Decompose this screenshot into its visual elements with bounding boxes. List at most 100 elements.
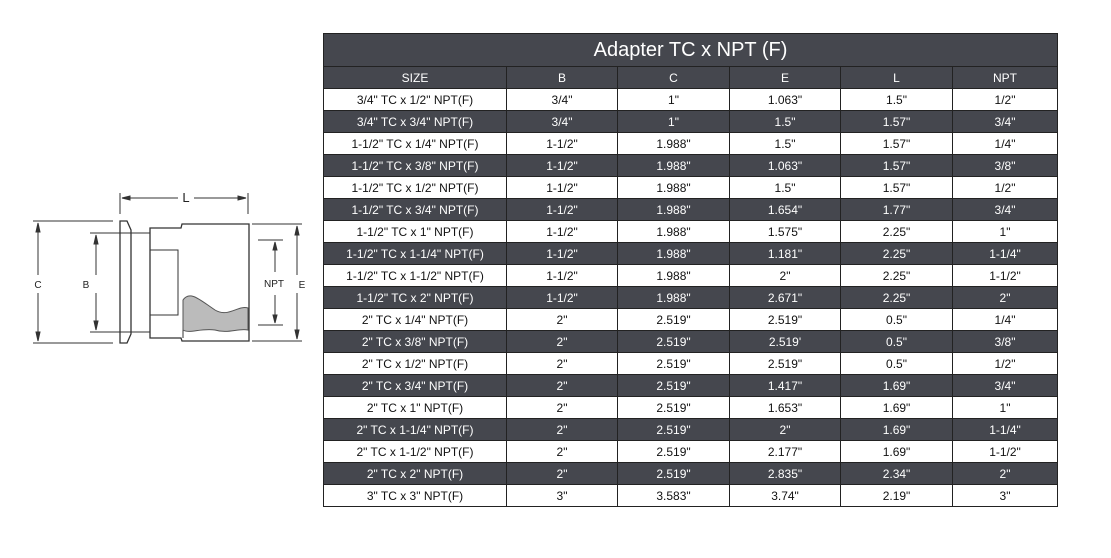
cell-npt: 1-1/2"	[952, 440, 1058, 463]
table-row: 1-1/2" TC x 1/4" NPT(F) 1-1/2" 1.988" 1.5" 1…	[323, 132, 1058, 155]
cell-npt: 3/4"	[952, 110, 1058, 133]
cell-npt: 1"	[952, 220, 1058, 243]
cell-e: 1.5"	[729, 110, 841, 133]
cell-c: 2.519"	[617, 462, 730, 485]
table-row: 2" TC x 1" NPT(F) 2" 2.519" 1.653" 1.69" 1"	[323, 396, 1058, 419]
cell-l: 2.25"	[840, 242, 953, 265]
cell-c: 2.519"	[617, 396, 730, 419]
cell-c: 1.988"	[617, 220, 730, 243]
cell-c: 3.583"	[617, 484, 730, 507]
cell-e: 2"	[729, 264, 841, 287]
cell-e: 3.74"	[729, 484, 841, 507]
cell-size: 2" TC x 2" NPT(F)	[323, 462, 507, 485]
cell-npt: 1/2"	[952, 352, 1058, 375]
cell-npt: 2"	[952, 462, 1058, 485]
column-header-npt: NPT	[952, 66, 1058, 89]
cell-l: 1.57"	[840, 154, 953, 177]
cell-npt: 3/4"	[952, 198, 1058, 221]
table-body: 3/4" TC x 1/2" NPT(F) 3/4" 1" 1.063" 1.5" 1/2…	[323, 88, 1058, 507]
cell-b: 1-1/2"	[506, 154, 618, 177]
cell-l: 2.25"	[840, 264, 953, 287]
cell-b: 2"	[506, 374, 618, 397]
table-row: 2" TC x 1-1/2" NPT(F) 2" 2.519" 2.177" 1.69"…	[323, 440, 1058, 463]
cell-c: 1"	[617, 110, 730, 133]
cell-npt: 1"	[952, 396, 1058, 419]
cell-size: 3/4" TC x 3/4" NPT(F)	[323, 110, 507, 133]
cell-l: 1.77"	[840, 198, 953, 221]
cell-c: 1.988"	[617, 198, 730, 221]
cell-e: 2.519"	[729, 352, 841, 375]
cell-size: 2" TC x 1/2" NPT(F)	[323, 352, 507, 375]
cell-l: 2.34"	[840, 462, 953, 485]
column-header-e: E	[729, 66, 841, 89]
cell-npt: 1/2"	[952, 176, 1058, 199]
cell-l: 1.5"	[840, 88, 953, 111]
cell-b: 2"	[506, 418, 618, 441]
adapter-spec-table: Adapter TC x NPT (F) SIZE B C E L NPT 3/4" TC…	[323, 33, 1058, 507]
cell-npt: 1-1/4"	[952, 242, 1058, 265]
cell-e: 1.653"	[729, 396, 841, 419]
cell-c: 2.519"	[617, 374, 730, 397]
cell-e: 2.835"	[729, 462, 841, 485]
cell-c: 2.519"	[617, 418, 730, 441]
cell-size: 3" TC x 3" NPT(F)	[323, 484, 507, 507]
cell-l: 0.5"	[840, 330, 953, 353]
column-header-size: SIZE	[323, 66, 507, 89]
cell-l: 1.69"	[840, 418, 953, 441]
cell-size: 2" TC x 1-1/4" NPT(F)	[323, 418, 507, 441]
cell-e: 2.519"	[729, 308, 841, 331]
table-row: 2" TC x 1-1/4" NPT(F) 2" 2.519" 2" 1.69" 1-1/…	[323, 418, 1058, 441]
cell-size: 2" TC x 1-1/2" NPT(F)	[323, 440, 507, 463]
cell-l: 2.25"	[840, 220, 953, 243]
cell-b: 3/4"	[506, 110, 618, 133]
label-npt: NPT	[264, 279, 284, 290]
cell-e: 1.5"	[729, 176, 841, 199]
cell-c: 1.988"	[617, 154, 730, 177]
cell-c: 1.988"	[617, 176, 730, 199]
column-header-l: L	[840, 66, 953, 89]
table-row: 1-1/2" TC x 1/2" NPT(F) 1-1/2" 1.988" 1.5" 1…	[323, 176, 1058, 199]
label-b: B	[83, 280, 90, 291]
table-row: 2" TC x 3/4" NPT(F) 2" 2.519" 1.417" 1.69" 3/…	[323, 374, 1058, 397]
cell-l: 0.5"	[840, 308, 953, 331]
cell-c: 1.988"	[617, 132, 730, 155]
cell-size: 2" TC x 1/4" NPT(F)	[323, 308, 507, 331]
cell-c: 1.988"	[617, 264, 730, 287]
cell-npt: 1/4"	[952, 132, 1058, 155]
table-row: 1-1/2" TC x 3/8" NPT(F) 1-1/2" 1.988" 1.063…	[323, 154, 1058, 177]
cell-b: 2"	[506, 440, 618, 463]
cell-e: 2"	[729, 418, 841, 441]
cell-e: 2.519'	[729, 330, 841, 353]
label-l: L	[182, 190, 189, 205]
cell-e: 1.5"	[729, 132, 841, 155]
cell-npt: 1-1/2"	[952, 264, 1058, 287]
cell-b: 3"	[506, 484, 618, 507]
cell-npt: 1/2"	[952, 88, 1058, 111]
cell-c: 1.988"	[617, 286, 730, 309]
label-c: C	[34, 280, 41, 291]
cell-b: 2"	[506, 308, 618, 331]
cell-l: 1.69"	[840, 374, 953, 397]
cell-b: 2"	[506, 352, 618, 375]
cell-e: 1.575"	[729, 220, 841, 243]
table-row: 3" TC x 3" NPT(F) 3" 3.583" 3.74" 2.19" 3"	[323, 484, 1058, 507]
header-row: SIZE B C E L NPT	[323, 66, 1058, 89]
cell-e: 1.063"	[729, 88, 841, 111]
cell-l: 1.57"	[840, 176, 953, 199]
cell-size: 2" TC x 3/4" NPT(F)	[323, 374, 507, 397]
cell-c: 1.988"	[617, 242, 730, 265]
cell-l: 1.69"	[840, 396, 953, 419]
table-row: 2" TC x 1/2" NPT(F) 2" 2.519" 2.519" 0.5" 1/2…	[323, 352, 1058, 375]
table-row: 1-1/2" TC x 1-1/4" NPT(F) 1-1/2" 1.988" 1.1…	[323, 242, 1058, 265]
table-row: 3/4" TC x 1/2" NPT(F) 3/4" 1" 1.063" 1.5" 1/2…	[323, 88, 1058, 111]
cell-l: 1.57"	[840, 132, 953, 155]
cell-l: 2.25"	[840, 286, 953, 309]
table-row: 1-1/2" TC x 1" NPT(F) 1-1/2" 1.988" 1.575" 2…	[323, 220, 1058, 243]
cell-size: 2" TC x 3/8" NPT(F)	[323, 330, 507, 353]
cell-size: 1-1/2" TC x 1/4" NPT(F)	[323, 132, 507, 155]
cell-b: 1-1/2"	[506, 220, 618, 243]
label-e: E	[299, 280, 306, 291]
cell-l: 0.5"	[840, 352, 953, 375]
column-header-b: B	[506, 66, 618, 89]
cell-npt: 3/8"	[952, 154, 1058, 177]
